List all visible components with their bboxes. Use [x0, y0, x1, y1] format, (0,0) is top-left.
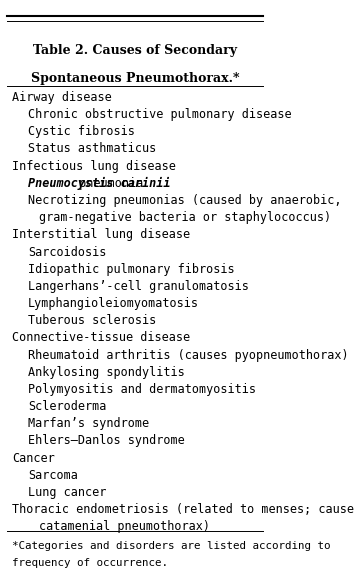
Text: Polymyositis and dermatomyositis: Polymyositis and dermatomyositis — [28, 383, 256, 396]
Text: Spontaneous Pneumothorax.*: Spontaneous Pneumothorax.* — [31, 73, 239, 85]
Text: *Categories and disorders are listed according to: *Categories and disorders are listed acc… — [12, 541, 331, 550]
Text: Infectious lung disease: Infectious lung disease — [12, 160, 176, 173]
Text: Necrotizing pneumonias (caused by anaerobic,: Necrotizing pneumonias (caused by anaero… — [28, 194, 342, 207]
Text: Connective-tissue disease: Connective-tissue disease — [12, 332, 190, 345]
Text: Ankylosing spondylitis: Ankylosing spondylitis — [28, 366, 185, 378]
Text: Langerhans’-cell granulomatosis: Langerhans’-cell granulomatosis — [28, 280, 249, 293]
Text: Airway disease: Airway disease — [12, 91, 112, 104]
Text: Lymphangioleiomyomatosis: Lymphangioleiomyomatosis — [28, 297, 199, 310]
Text: pneumonia: pneumonia — [72, 177, 143, 190]
Text: Tuberous sclerosis: Tuberous sclerosis — [28, 314, 156, 327]
Text: gram-negative bacteria or staphylococcus): gram-negative bacteria or staphylococcus… — [39, 211, 331, 224]
Text: Cancer: Cancer — [12, 452, 55, 464]
Text: Marfan’s syndrome: Marfan’s syndrome — [28, 417, 149, 431]
Text: Pneumocystis carinii: Pneumocystis carinii — [28, 177, 171, 190]
Text: catamenial pneumothorax): catamenial pneumothorax) — [39, 520, 210, 534]
Text: Scleroderma: Scleroderma — [28, 400, 106, 413]
Text: Thoracic endometriosis (related to menses; causes: Thoracic endometriosis (related to mense… — [12, 503, 355, 516]
Text: Status asthmaticus: Status asthmaticus — [28, 143, 156, 156]
Text: Idiopathic pulmonary fibrosis: Idiopathic pulmonary fibrosis — [28, 263, 235, 276]
Text: Cystic fibrosis: Cystic fibrosis — [28, 125, 135, 138]
Text: Lung cancer: Lung cancer — [28, 486, 106, 499]
Text: Rheumatoid arthritis (causes pyopneumothorax): Rheumatoid arthritis (causes pyopneumoth… — [28, 349, 349, 362]
Text: Table 2. Causes of Secondary: Table 2. Causes of Secondary — [33, 44, 237, 57]
Text: Sarcoidosis: Sarcoidosis — [28, 246, 106, 259]
Text: Chronic obstructive pulmonary disease: Chronic obstructive pulmonary disease — [28, 108, 292, 121]
Text: Sarcoma: Sarcoma — [28, 469, 78, 482]
Text: frequency of occurrence.: frequency of occurrence. — [12, 558, 168, 568]
Text: Interstitial lung disease: Interstitial lung disease — [12, 228, 190, 242]
Text: Ehlers–Danlos syndrome: Ehlers–Danlos syndrome — [28, 435, 185, 448]
